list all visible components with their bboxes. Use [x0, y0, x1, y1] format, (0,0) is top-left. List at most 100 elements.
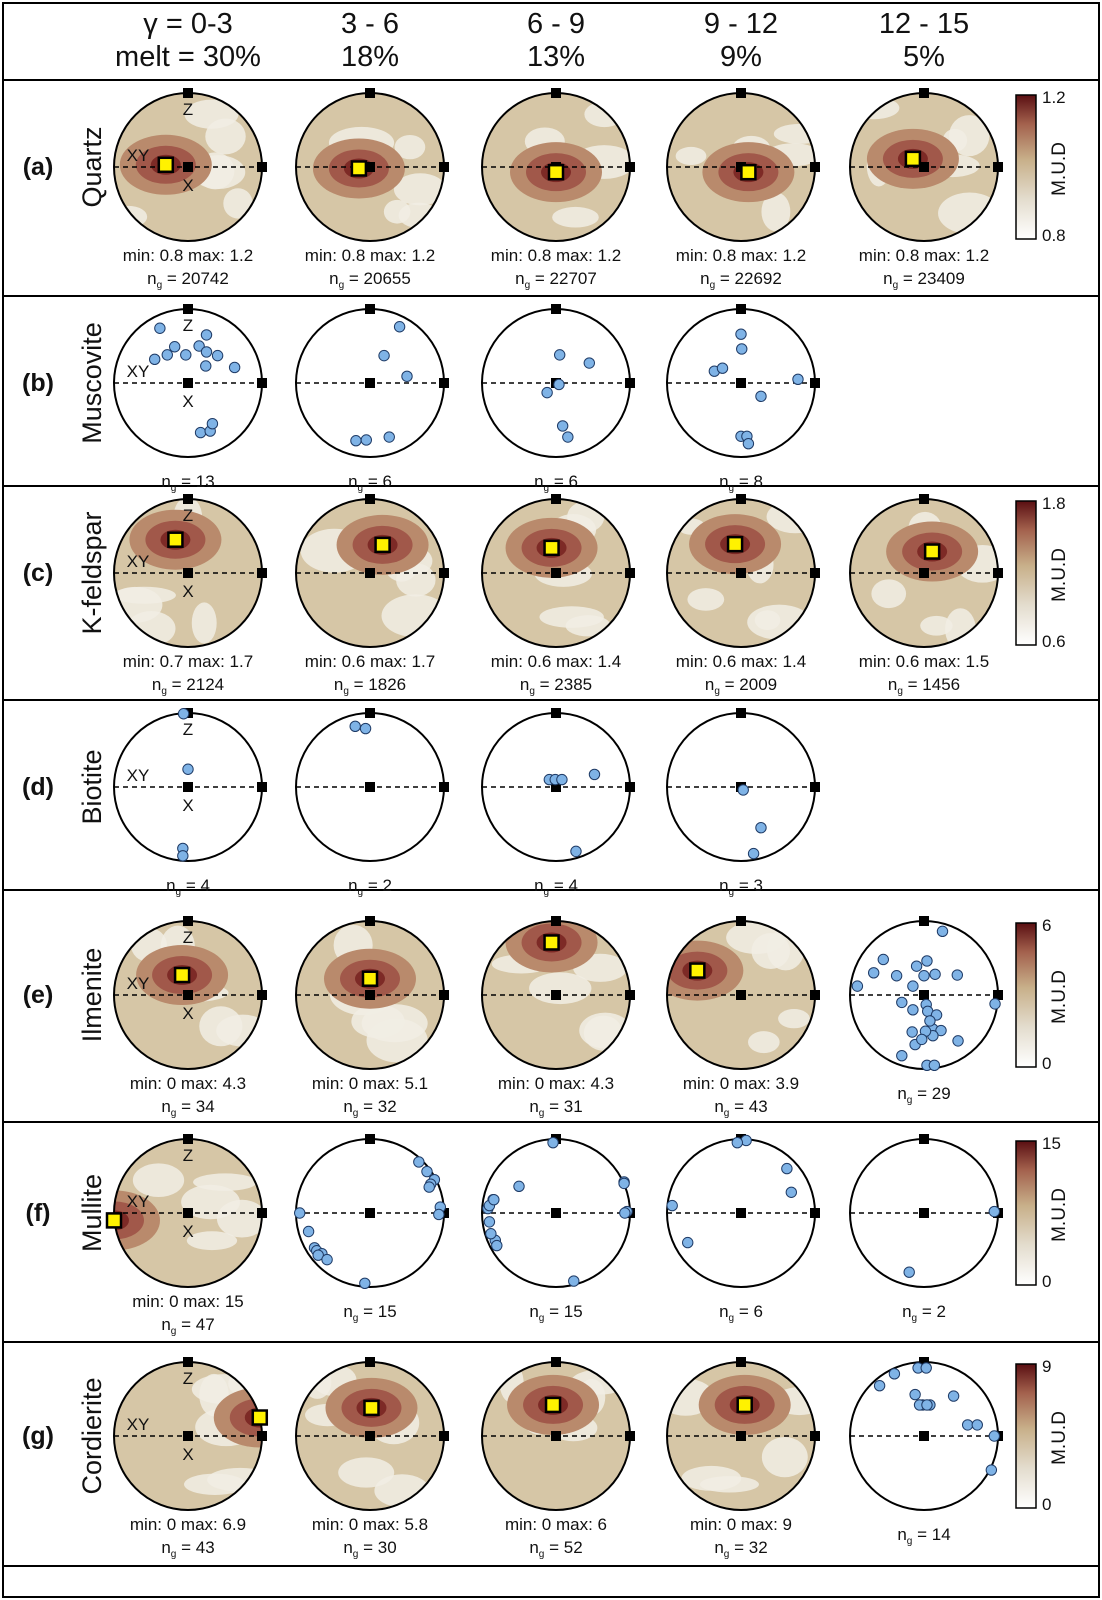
- grain-orientation-point: [781, 1162, 793, 1175]
- grain-orientation-point: [929, 968, 941, 980]
- z-axis-marker: [365, 708, 375, 718]
- color-scale-bar: 1.2 0.8 M.U.D: [1015, 88, 1070, 245]
- grain-orientation-point: [716, 362, 729, 374]
- min-max-label: min: 0 max: 5.8: [312, 1515, 428, 1534]
- center-marker: [183, 378, 193, 388]
- panel-letter: (a): [23, 153, 54, 181]
- grain-orientation-point: [907, 1004, 919, 1016]
- grain-count-label: ng = 2: [348, 876, 392, 898]
- grain-orientation-point: [666, 1199, 678, 1212]
- panel-letter: (e): [23, 981, 54, 1009]
- grain-orientation-point: [556, 773, 568, 786]
- density-maximum-marker: [105, 1212, 123, 1229]
- grain-count-label: ng = 3: [719, 876, 763, 898]
- lineation-marker: [439, 782, 449, 792]
- center-marker: [736, 378, 746, 388]
- density-maximum-marker: [547, 163, 565, 181]
- center-marker: [551, 782, 561, 792]
- grain-orientation-point: [920, 1362, 932, 1374]
- pole-figure: ng = 29: [849, 916, 1003, 1106]
- density-contours: [114, 499, 262, 647]
- grain-orientation-point: [935, 1024, 947, 1037]
- grain-orientation-point: [423, 1181, 435, 1193]
- grain-orientation-point: [619, 1207, 631, 1219]
- grain-orientation-point: [161, 349, 173, 361]
- shear-strain-label: 3 - 6: [341, 8, 399, 40]
- lineation-marker: [625, 162, 635, 172]
- pole-figure: ng = 6: [481, 304, 635, 494]
- grain-orientation-point: [433, 1208, 445, 1221]
- grain-orientation-point: [180, 349, 192, 361]
- grain-count-label: ng = 2124: [152, 675, 224, 697]
- xy-axis-label: XY: [127, 766, 150, 785]
- density-maximum-marker: [350, 160, 368, 177]
- grain-orientation-point: [742, 437, 755, 450]
- grain-count-label: ng = 22692: [700, 269, 782, 291]
- density-maximum-marker: [173, 966, 191, 984]
- scale-min-label: 0: [1042, 1054, 1051, 1073]
- grain-orientation-point: [896, 996, 908, 1009]
- z-axis-marker: [736, 304, 746, 314]
- min-max-label: min: 0.6 max: 1.5: [859, 652, 989, 671]
- grain-count-label: ng = 43: [161, 1538, 214, 1560]
- min-max-label: min: 0.6 max: 1.4: [676, 652, 806, 671]
- z-axis-marker: [365, 304, 375, 314]
- grain-orientation-point: [193, 340, 205, 352]
- grain-orientation-point: [907, 980, 919, 992]
- color-scale-bar: 15 0 M.U.D: [1015, 1134, 1070, 1291]
- center-marker: [183, 568, 193, 578]
- min-max-label: min: 0 max: 4.3: [130, 1074, 246, 1093]
- grain-orientation-point: [359, 1277, 371, 1290]
- pole-figure: min: 0 max: 3.9 ng = 43: [666, 916, 820, 1119]
- grain-orientation-point: [961, 1419, 974, 1431]
- grain-orientation-point: [547, 1137, 559, 1149]
- center-marker: [365, 378, 375, 388]
- lineation-marker: [439, 378, 449, 388]
- min-max-label: min: 0.6 max: 1.4: [491, 652, 621, 671]
- grain-orientation-point: [211, 349, 224, 362]
- color-scale-bar: 9 0 M.U.D: [1015, 1357, 1070, 1514]
- center-marker: [365, 1208, 375, 1218]
- grain-orientation-point: [731, 1137, 743, 1149]
- x-axis-label: X: [182, 582, 193, 601]
- grain-orientation-point: [168, 341, 181, 353]
- pole-figure: min: 0.8 max: 1.2 ng = 23409: [849, 88, 1003, 291]
- grain-count-label: ng = 32: [714, 1538, 767, 1560]
- z-axis-marker: [736, 708, 746, 718]
- lineation-marker: [993, 990, 1003, 1000]
- color-scale-bar: 6 0 M.U.D: [1015, 916, 1070, 1073]
- pole-figure: min: 0.8 max: 1.2 ng = 20655: [295, 88, 449, 291]
- grain-orientation-point: [916, 1033, 928, 1046]
- pole-figure: min: 0 max: 5.1 ng = 32: [295, 916, 449, 1119]
- lineation-marker: [257, 1431, 267, 1441]
- grain-count-label: ng = 6: [719, 1302, 763, 1324]
- center-marker: [365, 1431, 375, 1441]
- mineral-name: Biotite: [77, 749, 107, 824]
- mineral-name: Mullite: [77, 1174, 107, 1252]
- lineation-marker: [625, 1431, 635, 1441]
- grain-orientation-point: [755, 390, 767, 403]
- pole-figure: ng = 3: [666, 708, 820, 898]
- grain-count-label: ng = 14: [897, 1525, 950, 1547]
- grain-orientation-point: [682, 1236, 694, 1249]
- lineation-marker: [257, 782, 267, 792]
- scale-max-label: 9: [1042, 1357, 1051, 1376]
- panel-letter: (c): [23, 559, 54, 587]
- grain-orientation-point: [736, 343, 748, 355]
- pole-figure: ng = 15: [294, 1134, 449, 1324]
- mineral-name: K-feldspar: [77, 511, 107, 634]
- density-maximum-marker: [904, 150, 922, 168]
- shear-strain-label: 6 - 9: [527, 8, 585, 40]
- min-max-label: min: 0 max: 5.1: [312, 1074, 428, 1093]
- lineation-marker: [810, 1431, 820, 1441]
- lineation-marker: [810, 990, 820, 1000]
- min-max-label: min: 0.8 max: 1.2: [491, 246, 621, 265]
- lineation-marker: [810, 782, 820, 792]
- grain-orientation-point: [867, 967, 880, 979]
